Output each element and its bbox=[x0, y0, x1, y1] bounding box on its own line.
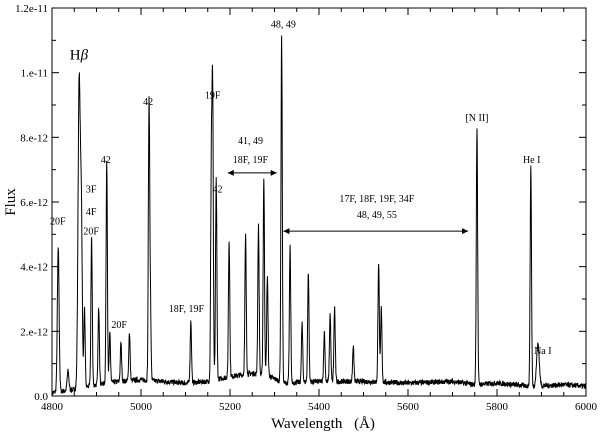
x-tick-label: 6000 bbox=[575, 401, 598, 413]
y-tick-label: 1.e-11 bbox=[21, 68, 48, 80]
line-annotation: 48, 49 bbox=[271, 19, 296, 30]
line-annotation: 18F, 19F bbox=[233, 155, 269, 166]
line-annotation: 3F bbox=[86, 184, 97, 195]
y-axis-title: Flux bbox=[3, 188, 19, 216]
y-tick-label: 1.2e-11 bbox=[15, 3, 48, 15]
range-arrow-head-right bbox=[462, 228, 469, 235]
range-arrow-head-left bbox=[283, 228, 290, 235]
line-annotation: 17F, 18F, 19F, 34F bbox=[339, 194, 414, 205]
line-annotation: 4F bbox=[86, 207, 97, 218]
y-axis-ticks: 0.0 2.e-12 4.e-12 6.e-12 8.e-12 1.e-11 1.2e-11 bbox=[15, 3, 586, 403]
x-axis-title: Wavelength (Å) bbox=[271, 416, 375, 432]
line-annotation: 42 bbox=[143, 97, 153, 108]
x-tick-label: 4800 bbox=[41, 401, 64, 413]
x-tick-label: 5400 bbox=[308, 401, 331, 413]
line-annotation: 20F bbox=[83, 226, 99, 237]
y-tick-label: 4.e-12 bbox=[20, 262, 48, 274]
y-tick-label: 0.0 bbox=[34, 391, 48, 403]
line-annotation: 19F bbox=[205, 91, 221, 102]
range-arrow-head-left bbox=[227, 169, 234, 176]
x-tick-label: 5800 bbox=[486, 401, 509, 413]
x-tick-label: 5000 bbox=[130, 401, 153, 413]
hbeta-label: Hβ bbox=[70, 48, 89, 64]
line-annotation: 42 bbox=[213, 184, 223, 195]
x-axis-ticks: 4800 5000 5200 5400 5600 5800 6000 bbox=[41, 8, 598, 413]
line-annotation: 42 bbox=[101, 155, 111, 166]
y-tick-label: 6.e-12 bbox=[20, 197, 48, 209]
line-annotation: [N II] bbox=[465, 113, 488, 124]
hbeta-greek: β bbox=[80, 48, 89, 64]
line-annotation: 48, 49, 55 bbox=[357, 210, 397, 221]
spectrum-series-line bbox=[51, 35, 587, 396]
y-tick-label: 8.e-12 bbox=[20, 132, 48, 144]
range-arrows bbox=[227, 169, 469, 235]
x-tick-label: 5200 bbox=[219, 401, 242, 413]
line-annotation: 20F bbox=[111, 320, 127, 331]
plot-frame bbox=[51, 7, 587, 397]
x-axis-unit: (Å) bbox=[354, 416, 375, 432]
x-tick-label: 5600 bbox=[397, 401, 420, 413]
hbeta-symbol: H bbox=[70, 48, 81, 64]
line-annotation: 20F bbox=[50, 217, 66, 228]
range-arrow-head-right bbox=[270, 169, 277, 176]
line-annotation: 41, 49 bbox=[238, 136, 263, 147]
y-tick-label: 2.e-12 bbox=[20, 326, 48, 338]
line-annotations: 20F 3F 4F 20F 42 20F 42 18F, 19F 19F 42 41, 49 18F,… bbox=[50, 19, 552, 357]
line-annotation: 18F, 19F bbox=[169, 304, 205, 315]
line-annotation: He I bbox=[523, 155, 541, 166]
line-annotation: Na I bbox=[534, 346, 552, 357]
x-axis-label: Wavelength bbox=[271, 416, 343, 432]
